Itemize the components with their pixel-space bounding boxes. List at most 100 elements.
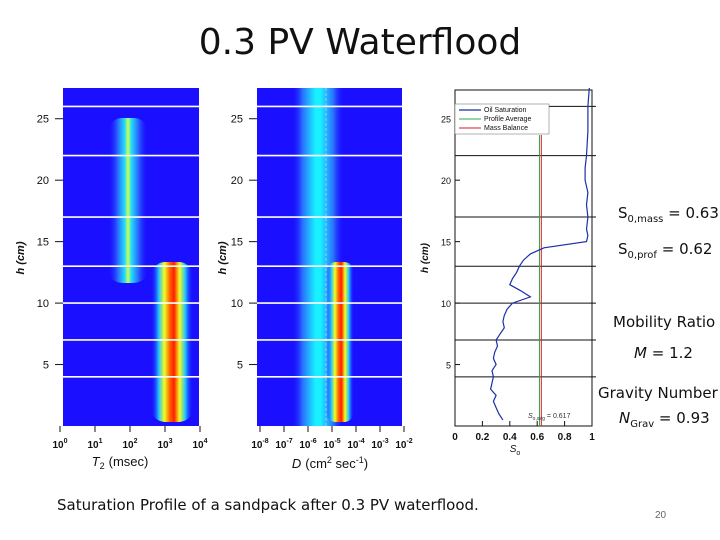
d-xlabel-unit-pre: (cm (305, 456, 327, 471)
d-ylabel: h (cm) (217, 241, 229, 274)
so-xtick-label: 0.8 (558, 432, 572, 443)
p2-xtick-label: 10-8 (251, 438, 268, 451)
p2-xtick-label: 10-2 (395, 438, 412, 451)
s-prof-symbol: S (618, 240, 628, 258)
t2-xlabel: T2 (msec) (92, 454, 149, 471)
s-prof-value: = 0.62 (661, 240, 713, 258)
gravity-subscript: Grav (630, 419, 655, 430)
so-xlabel-main: S (510, 444, 517, 455)
p2-xtick-label: 10-4 (347, 438, 364, 451)
d-xlabel-unit-post: ) (364, 456, 368, 471)
so-ytick-label: 25 (441, 115, 451, 125)
so-xtick-label: 0.6 (530, 432, 544, 443)
legend-mass-balance: Mass Balance (484, 125, 528, 132)
p2-xtick-exp: -2 (406, 438, 412, 445)
p1-xtick-exp: 3 (169, 438, 173, 445)
gravity-number-title: Gravity Number (598, 384, 718, 402)
p1-xtick-base: 10 (52, 440, 64, 451)
p1-xtick-base: 10 (157, 440, 169, 451)
p1-xtick-label: 103 (157, 438, 172, 451)
slide-title: 0.3 PV Waterflood (198, 22, 522, 63)
p1-ytick-label: 20 (37, 175, 49, 187)
so-avg-label-main: S (528, 413, 533, 420)
so-avg-inner-label: So,avg = 0.617 (528, 413, 571, 422)
t2-water-band (108, 118, 148, 283)
gravity-symbol: N (619, 409, 631, 427)
t2-xlabel-main: T (92, 454, 101, 469)
p2-xtick-label: 10-6 (299, 438, 316, 451)
mobility-value: = 1.2 (651, 344, 693, 362)
p1-ytick-label: 10 (37, 298, 49, 310)
p1-xtick-exp: 4 (204, 438, 208, 445)
p1-xtick-label: 100 (52, 438, 67, 451)
so-xtick-label: 0.4 (503, 432, 517, 443)
d-xlabel: D (cm2 sec-1) (292, 455, 368, 471)
mobility-ratio-title: Mobility Ratio (613, 313, 716, 331)
so-ylabel: h (cm) (420, 242, 431, 273)
s-mass-value: = 0.63 (668, 204, 719, 222)
p2-xtick-label: 10-3 (371, 438, 388, 451)
s-mass-subscript: 0,mass (627, 214, 664, 225)
so-ytick-label: 15 (441, 238, 451, 248)
legend-oil-saturation: Oil Saturation (484, 107, 527, 114)
p1-ytick-label: 25 (37, 114, 49, 126)
p2-xtick-base: 10 (275, 440, 287, 451)
p2-xtick-exp: -6 (310, 438, 316, 445)
t2-xlabel-sub: 2 (100, 461, 105, 471)
p1-xtick-base: 10 (87, 440, 99, 451)
d-xlabel-unit-sup2: -1 (356, 455, 364, 465)
so-xtick-label: 0 (452, 432, 458, 443)
d-oil-band (326, 262, 354, 422)
d-xlabel-unit-sup: 2 (327, 455, 332, 465)
so-ytick-label: 10 (441, 299, 451, 309)
p2-xtick-base: 10 (323, 440, 335, 451)
p2-ytick-label: 15 (231, 237, 243, 249)
p1-xtick-label: 104 (192, 438, 207, 451)
p2-xtick-exp: -3 (382, 438, 388, 445)
so-xlabel: So (510, 444, 521, 457)
p2-ytick-label: 10 (231, 298, 243, 310)
s-mass-annotation: S0,mass = 0.63 (618, 204, 719, 225)
t2-ylabel-text: h (cm) (15, 241, 27, 274)
so-xtick-label: 1 (589, 432, 595, 443)
slide-caption: Saturation Profile of a sandpack after 0… (57, 496, 479, 514)
so-ytick-label: 5 (446, 361, 451, 371)
d-xlabel-main: D (292, 456, 301, 471)
t2-oil-band (151, 262, 193, 422)
d-xlabel-unit-mid: sec (332, 456, 356, 471)
p2-xtick-exp: -4 (358, 438, 364, 445)
p1-xtick-base: 10 (122, 440, 134, 451)
so-xlabel-sub: o (516, 450, 520, 457)
p1-xtick-base: 10 (192, 440, 204, 451)
s-prof-annotation: S0,prof = 0.62 (618, 240, 712, 261)
d-ylabel-text: h (cm) (217, 241, 229, 274)
so-xtick-label: 0.2 (475, 432, 489, 443)
p2-ytick-label: 5 (237, 360, 243, 372)
gravity-number-value: NGrav = 0.93 (619, 409, 710, 430)
p2-xtick-base: 10 (347, 440, 359, 451)
p2-xtick-base: 10 (299, 440, 311, 451)
p2-xtick-base: 10 (371, 440, 383, 451)
p1-xtick-exp: 0 (64, 438, 68, 445)
mobility-symbol: M (634, 344, 647, 362)
so-ytick-label: 20 (441, 176, 451, 186)
p2-xtick-exp: -8 (262, 438, 268, 445)
p2-ytick-label: 25 (231, 114, 243, 126)
legend-profile-average: Profile Average (484, 116, 531, 123)
gravity-value: = 0.93 (658, 409, 710, 427)
mobility-ratio-value: M = 1.2 (634, 344, 693, 362)
so-plot-frame (454, 89, 593, 427)
oil-saturation-series (489, 87, 590, 421)
so-legend: Oil Saturation Profile Average Mass Bala… (454, 103, 550, 135)
p2-xtick-exp: -5 (334, 438, 340, 445)
p1-xtick-exp: 1 (99, 438, 103, 445)
t2-xlabel-unit: (msec) (109, 454, 149, 469)
page-number: 20 (655, 510, 667, 521)
p1-ytick-label: 5 (43, 360, 49, 372)
p1-xtick-label: 102 (122, 438, 137, 451)
so-avg-label-sub: o,avg (533, 416, 545, 422)
p2-xtick-label: 10-7 (275, 438, 292, 451)
p1-xtick-label: 101 (87, 438, 102, 451)
